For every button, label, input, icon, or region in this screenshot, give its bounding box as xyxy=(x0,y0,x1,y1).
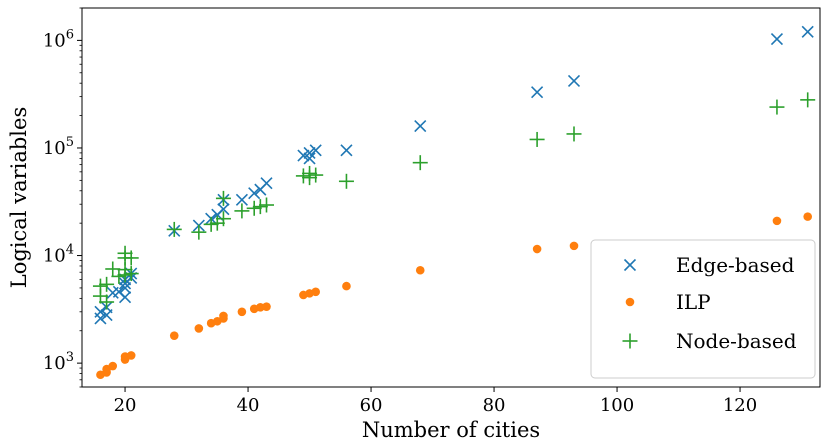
point-node-based xyxy=(203,216,219,232)
point-node-based xyxy=(412,155,428,171)
legend-label-edge-based: Edge-based xyxy=(676,253,795,277)
y-tick-label: 105 xyxy=(43,135,74,159)
point-ilp xyxy=(772,216,782,226)
x-tick-label: 40 xyxy=(237,395,260,416)
point-node-based xyxy=(252,199,268,215)
point-node-based xyxy=(117,262,133,278)
point-edge-based xyxy=(303,152,316,165)
point-node-based xyxy=(259,197,274,213)
legend-entry-edge-based: Edge-based xyxy=(623,253,795,277)
x-axis: 20 40 60 80 100 120 xyxy=(114,387,757,416)
point-ilp xyxy=(415,265,425,275)
point-edge-based xyxy=(94,305,107,318)
series-ilp xyxy=(96,212,812,380)
point-edge-based xyxy=(235,193,248,206)
point-ilp xyxy=(194,324,204,333)
point-edge-based xyxy=(248,187,261,200)
point-node-based xyxy=(302,165,318,181)
x-axis-label: Number of cities xyxy=(362,418,540,442)
y-tick-label: 104 xyxy=(43,243,74,267)
x-tick-label: 80 xyxy=(483,395,506,416)
point-edge-based xyxy=(801,25,814,38)
point-node-based xyxy=(111,268,127,284)
point-node-based xyxy=(308,167,324,183)
point-edge-based xyxy=(309,144,322,157)
point-node-based xyxy=(769,99,785,115)
point-edge-based xyxy=(340,144,353,157)
point-edge-based xyxy=(770,32,784,46)
x-tick-label: 60 xyxy=(360,395,383,416)
point-edge-based xyxy=(260,177,273,190)
point-node-based xyxy=(92,278,108,294)
point-node-based xyxy=(191,224,207,240)
legend: Edge-based ILP Node-based xyxy=(590,239,816,379)
point-ilp xyxy=(569,241,579,251)
point-edge-based xyxy=(217,203,230,216)
point-node-based xyxy=(99,276,115,292)
point-node-based xyxy=(246,200,262,216)
point-node-based xyxy=(166,221,182,237)
y-axis-label: Logical variables xyxy=(7,107,31,288)
point-edge-based xyxy=(118,291,132,304)
point-ilp xyxy=(219,311,228,321)
point-edge-based xyxy=(118,281,132,295)
x-tick-label: 120 xyxy=(723,395,757,416)
x-tick-label: 100 xyxy=(600,395,634,416)
point-ilp xyxy=(108,361,118,371)
plot-frame xyxy=(81,7,821,388)
legend-marker-node-based xyxy=(622,333,638,349)
point-edge-based xyxy=(531,86,544,99)
point-node-based xyxy=(529,131,545,147)
point-ilp xyxy=(532,244,542,254)
series-node-based xyxy=(92,92,816,310)
point-ilp xyxy=(169,331,179,340)
point-ilp xyxy=(262,302,271,311)
point-node-based xyxy=(215,211,231,227)
legend-box xyxy=(590,239,816,379)
plot-area xyxy=(92,25,816,380)
point-ilp xyxy=(311,287,321,297)
legend-label-ilp: ILP xyxy=(676,290,711,314)
point-node-based xyxy=(566,126,582,142)
y-tick-label: 106 xyxy=(43,27,74,51)
point-node-based xyxy=(338,173,354,189)
legend-entry-ilp: ILP xyxy=(625,290,711,314)
y-tick-label: 103 xyxy=(43,350,74,374)
point-node-based xyxy=(295,168,311,184)
legend-label-node-based: Node-based xyxy=(676,329,797,353)
point-edge-based xyxy=(567,74,581,87)
series-edge-based xyxy=(94,25,814,325)
x-tick-label: 20 xyxy=(114,395,137,416)
point-ilp xyxy=(342,281,351,291)
point-edge-based xyxy=(303,146,316,159)
point-node-based xyxy=(99,294,115,310)
legend-marker-ilp xyxy=(625,297,635,307)
point-node-based xyxy=(234,203,250,219)
legend-entry-node-based: Node-based xyxy=(622,329,797,353)
point-node-based xyxy=(123,266,139,282)
point-ilp xyxy=(237,307,247,317)
point-ilp xyxy=(803,212,812,221)
y-axis: 103 104 105 106 xyxy=(43,7,82,388)
point-node-based xyxy=(800,92,816,108)
point-node-based xyxy=(123,250,139,266)
point-node-based xyxy=(215,190,231,206)
legend-marker-edge-based xyxy=(623,258,637,272)
point-edge-based xyxy=(414,119,427,133)
point-ilp xyxy=(126,351,136,360)
point-edge-based xyxy=(297,149,310,162)
